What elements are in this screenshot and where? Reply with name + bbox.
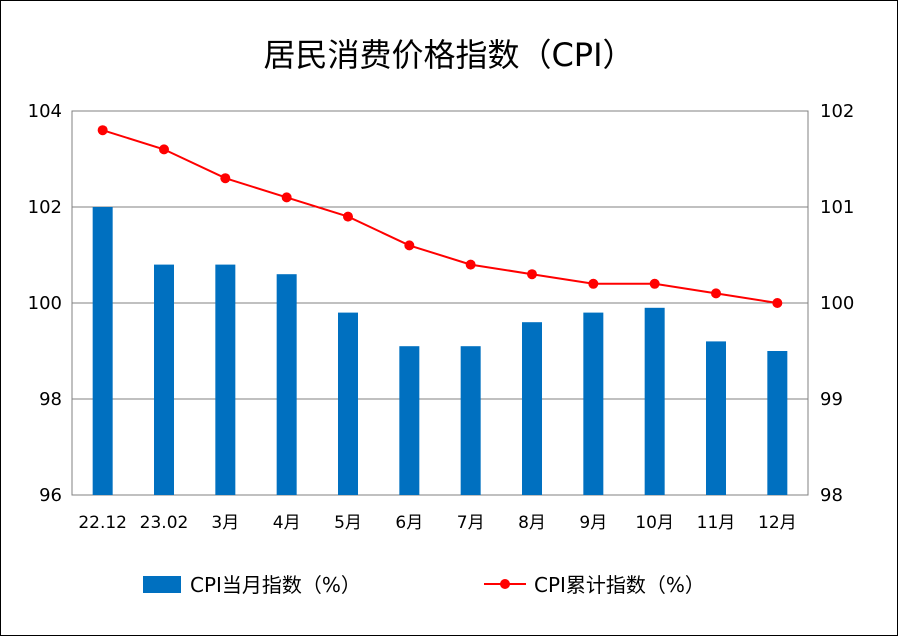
x-axis: 22.12 23.02 3月 4月 5月 6月 7月 8月 9月 10月 11月 12月 — [78, 513, 796, 533]
left-tick-label: 98 — [39, 389, 62, 410]
line-point — [711, 288, 721, 299]
legend-swatch-bar — [143, 576, 181, 593]
bar — [460, 346, 481, 495]
bar — [767, 351, 788, 495]
legend: CPI当月指数（%） CPI累计指数（%） — [143, 573, 705, 597]
bar — [154, 264, 174, 495]
legend-label-bar: CPI当月指数（%） — [190, 573, 361, 597]
x-tick-label: 10月 — [635, 513, 674, 533]
line-point — [527, 269, 537, 280]
legend-label-line: CPI累计指数（%） — [534, 573, 705, 597]
x-tick-label: 12月 — [758, 513, 797, 533]
x-tick-label: 4月 — [273, 513, 301, 533]
line-point — [649, 278, 660, 289]
left-tick-label: 102 — [28, 197, 62, 218]
bar — [399, 346, 420, 495]
x-tick-label: 9月 — [579, 513, 607, 533]
bar — [706, 341, 726, 495]
left-tick-label: 96 — [39, 485, 62, 506]
right-axis: 98 99 100 101 102 — [820, 101, 854, 506]
plot-area — [71, 110, 809, 496]
line-point — [220, 173, 231, 184]
x-tick-label: 23.02 — [140, 513, 189, 533]
bar — [92, 207, 113, 495]
line-point — [465, 259, 476, 270]
chart-title: 居民消费价格指数（CPI） — [263, 36, 634, 74]
line-point — [159, 144, 169, 155]
x-tick-label: 8月 — [518, 513, 546, 533]
line-point — [281, 192, 292, 203]
right-tick-label: 101 — [820, 197, 854, 218]
line-point — [97, 125, 108, 136]
line-point — [343, 211, 353, 222]
left-axis: 96 98 100 102 104 — [28, 101, 62, 506]
grid-lines — [72, 110, 808, 496]
x-tick-label: 5月 — [334, 513, 362, 533]
line-point — [404, 240, 415, 251]
line-point — [772, 298, 783, 308]
bar — [644, 307, 665, 495]
bar-series — [92, 207, 788, 495]
bar — [215, 264, 236, 495]
bar — [338, 312, 358, 495]
left-tick-label: 104 — [28, 101, 62, 122]
x-tick-label: 11月 — [697, 513, 736, 533]
bar — [276, 274, 297, 495]
left-tick-label: 100 — [28, 293, 62, 314]
series-line — [102, 129, 778, 304]
bar — [583, 312, 604, 495]
line-point — [588, 278, 599, 289]
x-tick-label: 7月 — [457, 513, 485, 533]
right-tick-label: 100 — [820, 293, 854, 314]
right-tick-label: 98 — [820, 485, 843, 506]
x-tick-label: 3月 — [211, 513, 239, 533]
right-tick-label: 99 — [820, 389, 843, 410]
bar — [522, 322, 542, 495]
x-tick-label: 6月 — [395, 513, 423, 533]
x-tick-label: 22.12 — [78, 513, 127, 533]
legend-swatch-marker — [500, 579, 510, 589]
right-tick-label: 102 — [820, 101, 854, 122]
line-series — [97, 125, 783, 308]
